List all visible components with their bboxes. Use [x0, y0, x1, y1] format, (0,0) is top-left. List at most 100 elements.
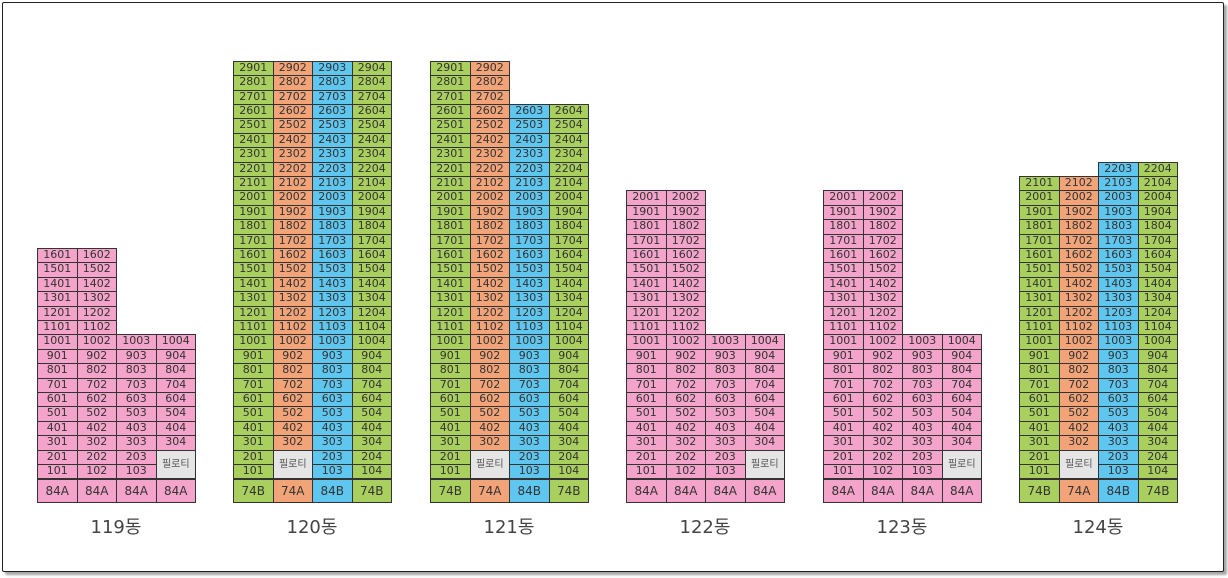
unit-cell: 802 — [862, 363, 903, 379]
unit-cell: 2401 — [430, 132, 471, 149]
unit-cell: 402 — [1058, 420, 1099, 437]
unit-cell: 403 — [705, 420, 746, 437]
unit-cell: 101 — [430, 464, 471, 480]
unit-cell: 1302 — [1058, 291, 1099, 307]
unit-cell: 1702 — [1058, 233, 1099, 249]
unit-cell: 1404 — [548, 276, 589, 293]
unit-cell: 604 — [351, 392, 392, 408]
piloti-cell: 필로티 — [155, 449, 196, 480]
unit-type-label: 84A — [626, 479, 667, 503]
unit-cell: 2201 — [430, 161, 471, 177]
unit-cell: 1403 — [509, 276, 550, 293]
unit-cell: 302 — [76, 435, 117, 451]
unit-cell: 2304 — [351, 147, 392, 163]
unit-cell: 202 — [862, 449, 903, 465]
unit-cell: 202 — [665, 449, 706, 465]
unit-cell: 802 — [1058, 363, 1099, 379]
unit-cell: 1602 — [665, 248, 706, 264]
unit-cell: 602 — [272, 392, 313, 408]
unit-cell: 2002 — [1058, 190, 1099, 206]
unit-cell: 601 — [823, 392, 864, 408]
unit-cell: 2701 — [430, 89, 471, 105]
unit-cell: 804 — [351, 363, 392, 379]
unit-cell: 503 — [902, 406, 943, 422]
unit-cell: 101 — [823, 464, 864, 480]
unit-cell: 1802 — [1058, 219, 1099, 235]
unit-cell: 703 — [116, 377, 157, 393]
unit-cell: 601 — [430, 392, 471, 408]
unit-cell: 2202 — [272, 161, 313, 177]
unit-cell: 602 — [665, 392, 706, 408]
unit-cell: 2303 — [509, 147, 550, 163]
unit-cell: 102 — [76, 464, 117, 480]
unit-cell: 402 — [469, 420, 510, 437]
unit-cell: 1903 — [509, 204, 550, 221]
unit-cell: 1401 — [823, 276, 864, 293]
unit-cell: 403 — [116, 420, 157, 437]
unit-cell: 2004 — [548, 190, 589, 206]
unit-cell: 401 — [1019, 420, 1060, 437]
unit-cell: 203 — [1098, 449, 1139, 465]
unit-cell: 1301 — [37, 291, 78, 307]
unit-cell: 701 — [430, 377, 471, 393]
unit-cell: 501 — [233, 406, 274, 422]
unit-cell: 402 — [862, 420, 903, 437]
unit-cell: 1103 — [509, 320, 550, 336]
unit-cell: 204 — [1137, 449, 1178, 465]
unit-cell: 1501 — [1019, 262, 1060, 278]
unit-cell: 902 — [76, 348, 117, 365]
unit-cell: 301 — [1019, 435, 1060, 451]
unit-cell: 1902 — [272, 204, 313, 221]
unit-cell: 1301 — [233, 291, 274, 307]
unit-cell: 801 — [1019, 363, 1060, 379]
unit-cell: 704 — [155, 377, 196, 393]
unit-cell: 1303 — [509, 291, 550, 307]
unit-cell: 1202 — [665, 305, 706, 321]
unit-cell: 2204 — [1137, 161, 1178, 177]
unit-cell: 501 — [626, 406, 667, 422]
unit-cell: 1104 — [351, 320, 392, 336]
unit-cell: 703 — [509, 377, 550, 393]
unit-cell: 2701 — [233, 89, 274, 105]
unit-cell: 703 — [705, 377, 746, 393]
unit-cell: 1201 — [233, 305, 274, 321]
unit-cell: 2801 — [233, 75, 274, 91]
unit-cell: 802 — [469, 363, 510, 379]
unit-cell: 802 — [76, 363, 117, 379]
unit-cell: 102 — [665, 464, 706, 480]
unit-cell: 702 — [1058, 377, 1099, 393]
unit-cell: 2902 — [469, 60, 510, 77]
unit-type-label: 84A — [941, 479, 982, 503]
unit-cell: 304 — [351, 435, 392, 451]
unit-cell: 404 — [351, 420, 392, 437]
unit-cell: 2502 — [469, 118, 510, 134]
unit-cell: 1402 — [76, 276, 117, 293]
building-name: 123동 — [876, 517, 928, 538]
piloti-cell: 필로티 — [744, 449, 785, 480]
unit-cell: 2601 — [233, 104, 274, 120]
unit-cell: 1304 — [351, 291, 392, 307]
unit-cell: 804 — [941, 363, 982, 379]
unit-cell: 1102 — [665, 320, 706, 336]
unit-cell: 1104 — [1137, 320, 1178, 336]
unit-cell: 803 — [1098, 363, 1139, 379]
unit-cell: 1902 — [1058, 204, 1099, 221]
unit-cell: 304 — [155, 435, 196, 451]
unit-cell: 902 — [272, 348, 313, 365]
unit-cell: 2801 — [430, 75, 471, 91]
unit-type-label: 74A — [1058, 479, 1099, 503]
unit-cell: 804 — [1137, 363, 1178, 379]
unit-cell: 1003 — [705, 334, 746, 350]
unit-cell: 204 — [548, 449, 589, 465]
unit-cell: 2603 — [312, 104, 353, 120]
unit-cell: 2504 — [548, 118, 589, 134]
unit-cell: 802 — [272, 363, 313, 379]
unit-cell: 901 — [233, 348, 274, 365]
unit-cell: 104 — [548, 464, 589, 480]
unit-cell: 1901 — [626, 204, 667, 221]
unit-cell: 1503 — [312, 262, 353, 278]
unit-cell: 1502 — [1058, 262, 1099, 278]
unit-cell: 103 — [902, 464, 943, 480]
unit-cell: 502 — [665, 406, 706, 422]
unit-cell: 502 — [1058, 406, 1099, 422]
